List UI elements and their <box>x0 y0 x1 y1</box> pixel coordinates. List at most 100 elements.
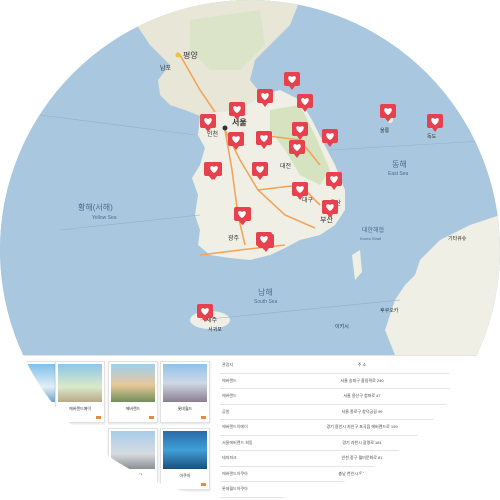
attraction-table: 관광지 주 소 에버랜드 서울 송파구 올림픽로 240 에버랜드 서울 용산구 청파… <box>220 358 450 498</box>
table-row[interactable]: 롯데월드아쿠아 부산 수영구 광안해변로 219 <box>220 481 450 498</box>
heart-pin-icon[interactable] <box>284 72 300 90</box>
gallery-card[interactable]: 에버랜드장 <box>108 428 158 490</box>
label-dokdo: 독도 <box>427 134 437 140</box>
heart-pin-icon[interactable] <box>206 162 222 180</box>
sea-yellow-kr: 황해(서해) <box>78 202 113 212</box>
gallery-card[interactable] <box>8 361 58 423</box>
label-seogwipo: 서귀포 <box>208 326 222 333</box>
heart-pin-icon[interactable] <box>197 304 213 322</box>
japan-land <box>385 215 500 355</box>
gallery-card[interactable]: 에버랜드 <box>108 361 158 423</box>
row-key: 서울에버랜드 회동 <box>220 435 274 451</box>
heart-pin-icon[interactable] <box>427 114 443 132</box>
sea-labels: 황해(서해) Yellow Sea 동해 East Sea 남해 South S… <box>78 159 409 305</box>
strait-kr: 대한해협 <box>362 226 384 234</box>
heart-pin-icon[interactable] <box>380 104 396 122</box>
row-address: 부산 수영구 광안해변로 219 <box>274 481 450 498</box>
card-footer <box>59 416 101 420</box>
gallery-card[interactable] <box>8 428 58 490</box>
table-row[interactable]: 에버랜드아쿠아 충남 천안시 동남구 성남면 8 <box>220 466 450 482</box>
badge-icon <box>149 483 154 486</box>
table-header-row: 관광지 주 소 <box>220 358 450 374</box>
map-canvas[interactable]: 평양 남포 서울 인천 대전 대구 울산 부산 광주 제주 서귀포 울릉 독도 … <box>0 0 500 355</box>
row-address: 충남 천안시 동남구 성남면 8 <box>274 466 450 482</box>
heart-pin-icon[interactable] <box>289 140 305 158</box>
row-key: 에버랜드 <box>220 373 274 389</box>
badge-icon <box>201 483 206 486</box>
label-daejeon: 대전 <box>280 162 291 170</box>
label-iki: 이키시 <box>335 323 349 330</box>
sea-east-kr: 동해 <box>392 159 407 169</box>
heart-pin-icon[interactable] <box>252 162 268 180</box>
label-daegu: 대구 <box>302 196 314 204</box>
heart-pin-icon[interactable] <box>200 114 216 132</box>
sea-south-kr: 남해 <box>258 287 273 297</box>
row-key: 에버랜드이메이 <box>220 419 274 436</box>
sea-south-en: South Sea <box>254 299 278 305</box>
heart-pin-icon[interactable] <box>292 122 308 140</box>
tsushima-island <box>352 250 362 280</box>
beach-photo <box>58 364 102 402</box>
label-busan: 부산 <box>320 215 333 224</box>
gallery-card[interactable]: 에버랜드메이 <box>55 361 105 423</box>
card-footer <box>164 416 206 420</box>
heart-pin-icon[interactable] <box>234 207 250 225</box>
heart-pin-icon[interactable] <box>322 200 338 218</box>
card-footer <box>112 416 154 420</box>
label-incheon: 인천 <box>207 130 218 138</box>
row-key: 공원 <box>220 404 274 420</box>
row-address: 서울 종로구 창덕궁길 99 <box>274 404 450 420</box>
row-address: 경기 과천시 광명로 181 <box>274 435 450 451</box>
header-value: 주 소 <box>274 358 450 374</box>
sea-west <box>0 150 60 240</box>
header-key: 관광지 <box>220 358 274 374</box>
card-photo <box>11 431 55 469</box>
badge-icon <box>149 416 154 419</box>
card-footer <box>112 483 154 487</box>
heart-pin-icon[interactable] <box>326 172 342 190</box>
card-footer <box>164 483 206 487</box>
label-kitakyushu: 기타큐슈 <box>448 235 467 242</box>
north-mountains <box>190 10 265 70</box>
heart-pin-icon[interactable] <box>257 89 273 107</box>
row-address: 서울 송파구 올림픽로 240 <box>274 373 450 389</box>
row-key: 에버랜드아쿠아 <box>220 466 274 482</box>
row-address: 서울 용산구 청파로 47 <box>274 388 450 405</box>
heart-pin-icon[interactable] <box>256 131 272 149</box>
table-row[interactable]: 공원 서울 종로구 창덕궁길 99 <box>220 404 450 420</box>
badge-icon <box>96 416 101 419</box>
table-row[interactable]: 테마파크 인천 중구 월미문화로 81 <box>220 450 450 467</box>
gallery-card[interactable]: 아쿠아 <box>160 428 210 490</box>
heart-pin-icon[interactable] <box>256 232 272 250</box>
heart-pin-icon[interactable] <box>228 132 244 150</box>
row-address: 인천 중구 월미문화로 81 <box>274 450 450 467</box>
table-row[interactable]: 에버랜드 서울 용산구 청파로 47 <box>220 388 450 405</box>
table-row[interactable]: 서울에버랜드 회동 경기 과천시 광명로 181 <box>220 435 450 451</box>
heart-pin-icon[interactable] <box>297 94 313 112</box>
badge-icon <box>201 416 206 419</box>
card-title: 롯데월드 <box>177 406 193 411</box>
lagoon-photo <box>163 431 207 469</box>
table-row[interactable]: 에버랜드 서울 송파구 올림픽로 240 <box>220 373 450 389</box>
palace-photo <box>163 364 207 402</box>
table-row[interactable]: 에버랜드이메이 경기 용인시 처인구 포곡읍 에버랜드로 199 <box>220 419 450 436</box>
sea-east-en: East Sea <box>388 171 409 177</box>
label-gwangju: 광주 <box>228 235 240 242</box>
card-photo <box>11 364 55 402</box>
gallery-card[interactable]: 롯데월드 <box>160 361 210 423</box>
castle-photo <box>111 364 155 402</box>
bottom-panel: 에버랜드메이 에버랜드 롯데월드 에버랜드장 아쿠아 관광지 주 소 에버랜드 서울 송파… <box>0 355 500 500</box>
city-dot-pyongyang <box>175 52 181 58</box>
card-title: 에버랜드 <box>125 406 141 411</box>
map-view[interactable]: 평양 남포 서울 인천 대전 대구 울산 부산 광주 제주 서귀포 울릉 독도 … <box>0 0 500 355</box>
row-key: 테마파크 <box>220 450 274 467</box>
city-photo <box>111 431 155 469</box>
heart-pin-icon[interactable] <box>229 102 245 120</box>
row-key: 롯데월드아쿠아 <box>220 481 274 498</box>
heart-pin-icon[interactable] <box>292 182 308 200</box>
heart-pin-icon[interactable] <box>322 129 338 147</box>
card-title: 아쿠아 <box>179 473 191 478</box>
label-fukuoka: 후쿠오카 <box>380 307 399 314</box>
label-jeju: 제주 <box>206 316 218 324</box>
